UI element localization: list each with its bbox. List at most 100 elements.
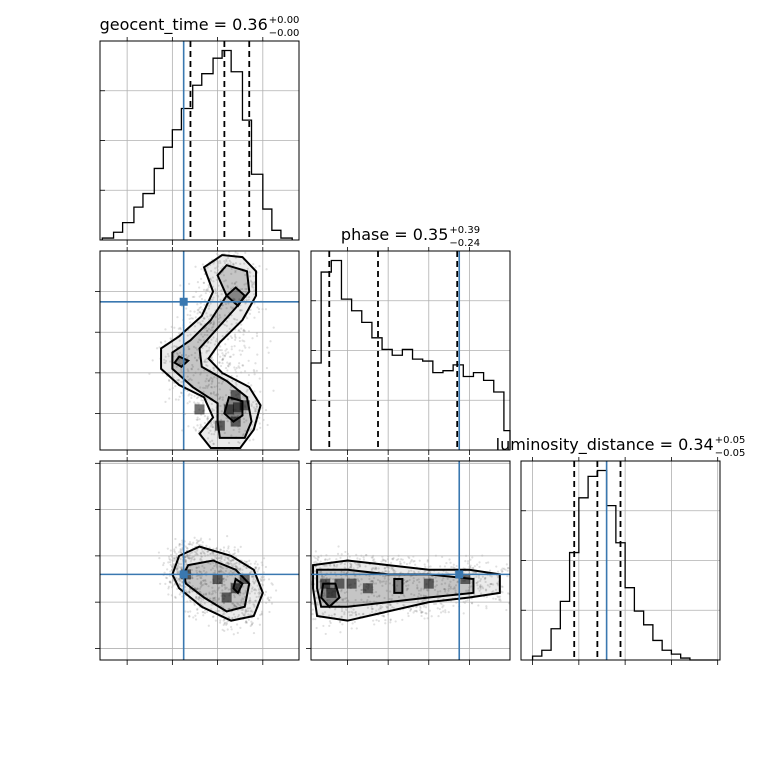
sample-point [191, 363, 194, 367]
sample-point [203, 552, 206, 555]
sample-point [205, 357, 208, 360]
sample-point [373, 567, 376, 571]
sample-point [449, 580, 452, 583]
sample-point [329, 564, 332, 567]
sample-point [232, 633, 235, 636]
sample-point [251, 282, 254, 285]
sample-point [479, 579, 482, 582]
sample-point [224, 352, 228, 355]
sample-point [256, 584, 259, 587]
sample-point [477, 574, 481, 577]
sample-point [197, 566, 200, 569]
sample-point [253, 302, 256, 305]
sample-point [211, 377, 214, 380]
sample-point [250, 590, 253, 593]
sample-point [195, 596, 198, 599]
density-fill [171, 545, 264, 622]
sample-point [254, 567, 257, 570]
sample-point [169, 337, 172, 340]
sample-point [436, 593, 439, 596]
sample-point [265, 268, 268, 271]
sample-point [439, 590, 442, 593]
sample-point [484, 588, 488, 591]
sample-point [191, 555, 194, 559]
sample-point [234, 381, 237, 384]
sample-point [184, 610, 187, 613]
sample-point [379, 581, 382, 584]
sample-point [391, 566, 394, 569]
sample-point [446, 577, 449, 580]
sample-point [197, 381, 200, 385]
sample-point [339, 620, 342, 623]
sample-point [237, 548, 240, 551]
sample-point [370, 579, 374, 583]
sample-point [249, 610, 252, 613]
sample-point [212, 551, 215, 554]
sample-point [247, 609, 250, 613]
sample-point [180, 391, 183, 395]
sample-point [304, 585, 306, 587]
sample-point [235, 383, 238, 386]
sample-point [177, 562, 181, 566]
sample-point [180, 567, 183, 570]
sample-point [242, 585, 245, 588]
sample-point [231, 617, 234, 620]
sample-point [501, 567, 504, 570]
density-cell [326, 587, 337, 598]
sample-point [241, 349, 244, 353]
sample-point [192, 345, 196, 348]
sample-point [169, 558, 172, 561]
sample-point [177, 379, 180, 382]
sample-point [219, 548, 222, 551]
sample-point [190, 574, 194, 577]
sample-point [479, 587, 482, 590]
sample-point [191, 543, 194, 546]
sample-point [448, 558, 451, 561]
sample-point [244, 608, 247, 611]
sample-point [260, 613, 263, 616]
sample-point [258, 377, 261, 380]
contour-line [223, 395, 244, 423]
sample-point [193, 310, 196, 313]
sample-point [330, 614, 333, 617]
sample-point [184, 560, 187, 563]
sample-point [354, 589, 358, 592]
sample-point [318, 588, 322, 591]
sample-point [496, 595, 499, 598]
sample-point [304, 565, 306, 567]
sample-point [247, 359, 250, 362]
sample-point [314, 569, 317, 572]
sample-point [198, 286, 201, 289]
sample-point [390, 597, 393, 601]
sample-point [454, 589, 457, 592]
sample-point [195, 588, 198, 591]
sample-point [209, 581, 212, 584]
sample-point [314, 557, 317, 560]
sample-point [230, 385, 233, 389]
sample-point [255, 402, 258, 406]
sample-point [471, 556, 474, 559]
sample-point [192, 541, 195, 544]
sample-point [206, 287, 209, 290]
sample-point [370, 580, 373, 583]
sample-point [259, 390, 262, 393]
sample-point [358, 562, 361, 565]
sample-point [494, 597, 497, 601]
density-cell [212, 574, 223, 585]
sample-point [201, 610, 204, 614]
sample-point [425, 598, 428, 601]
sample-point [251, 586, 254, 589]
sample-point [213, 376, 216, 379]
sample-point [383, 596, 386, 600]
sample-point [221, 413, 224, 416]
sample-point [217, 597, 221, 600]
sample-point [179, 562, 183, 566]
sample-point [245, 390, 248, 393]
sample-point [187, 542, 190, 546]
sample-point [316, 602, 319, 605]
sample-point [397, 575, 401, 579]
sample-point [199, 596, 202, 600]
sample-point [201, 263, 204, 266]
density-cell [362, 583, 373, 594]
